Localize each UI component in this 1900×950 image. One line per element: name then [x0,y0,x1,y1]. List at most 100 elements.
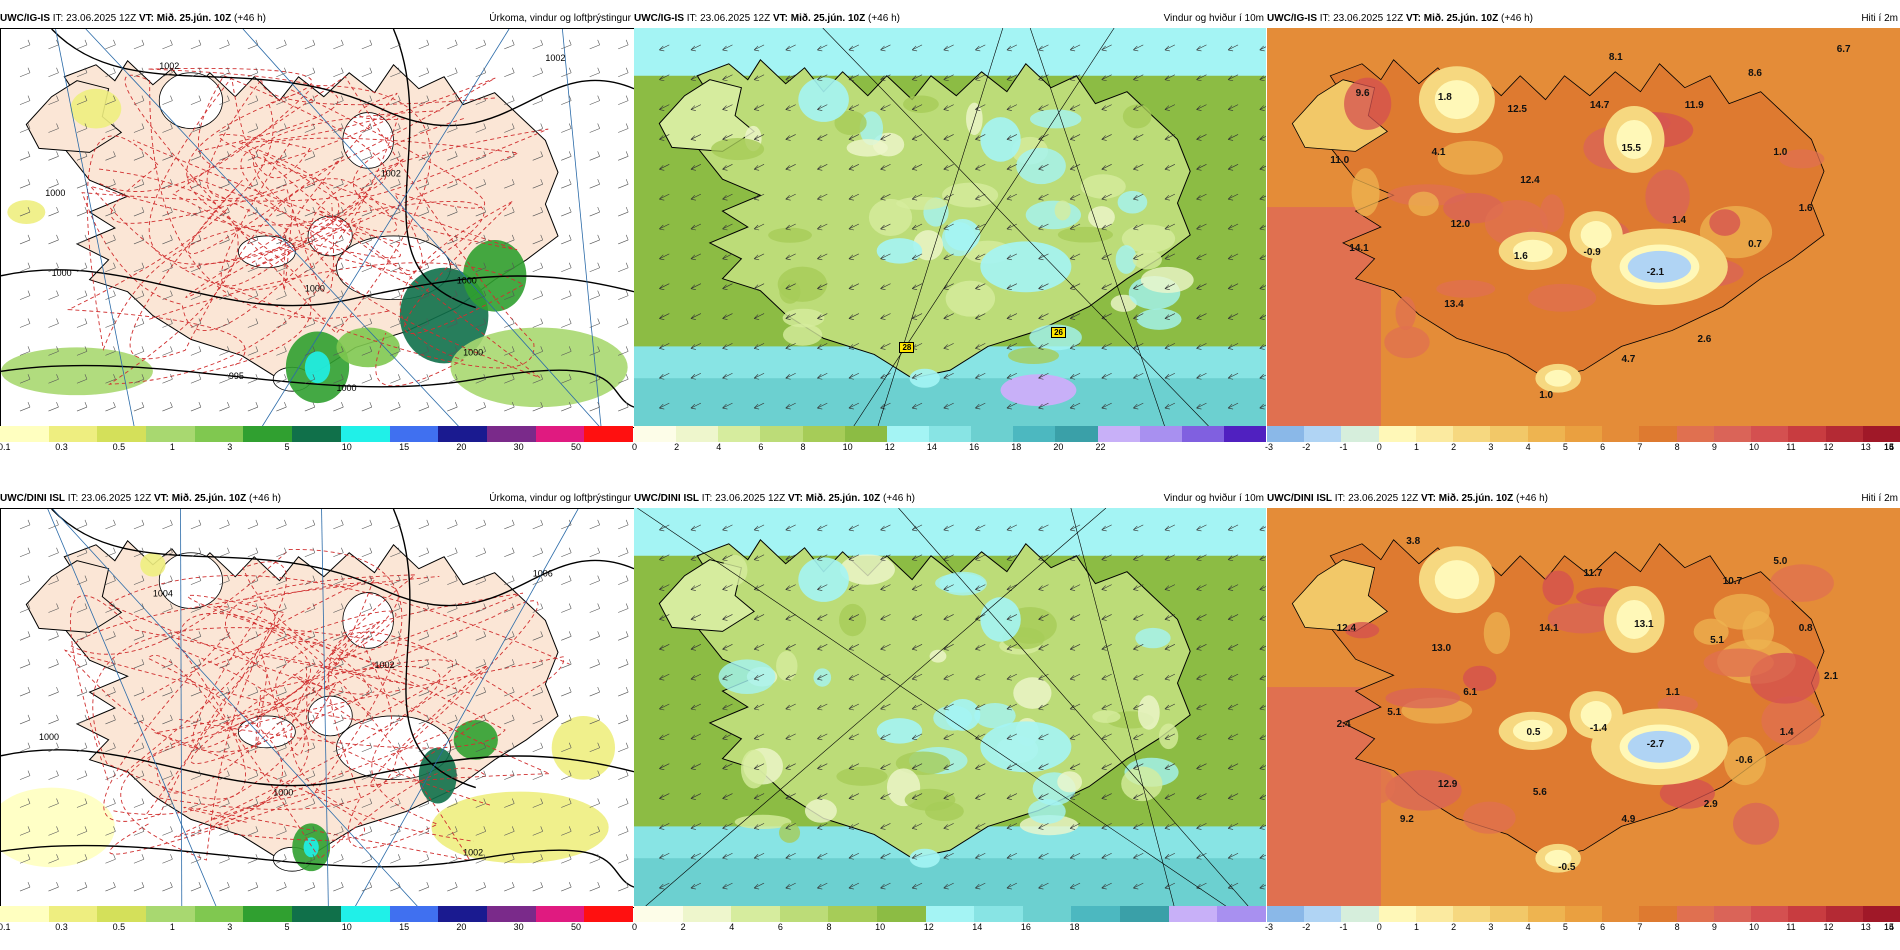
lead-time: (+46 h) [249,493,281,504]
colorbar-tick: 9 [1711,442,1717,452]
colorbar-tick: 8 [800,442,806,452]
colorbar-swatch [1267,426,1305,442]
colorbar-tick: 10 [842,442,853,452]
colorbar-tick: 6 [1600,922,1606,932]
colorbar-tick: 3 [227,922,233,932]
temperature-value: 12.4 [1520,175,1540,187]
colorbar-tick: 22 [1095,442,1106,452]
colorbar-tick: -2 [1302,442,1311,452]
colorbar-swatch [292,906,341,922]
colorbar-swatch [676,426,719,442]
colorbar-swatch [1415,906,1454,922]
colorbar-tick: 12 [884,442,895,452]
map-wind: 28 26 [634,28,1266,426]
colorbar-swatch [1490,906,1528,922]
isobar-label: 1002 [159,61,179,71]
colorbar-swatch [1564,906,1603,922]
colorbar-tick: 2 [674,442,680,452]
isobar-label: 1000 [273,788,293,798]
colorbar-swatch [1013,426,1056,442]
colorbar-tick: 1 [1413,922,1419,932]
model-name: UWC/IG-IS [0,13,50,24]
colorbar-tick: 0 [1376,442,1382,452]
temperature-value: 2.9 [1703,798,1718,810]
colorbar-tick: 10 [341,922,352,932]
isobar-label: 1000 [305,284,325,294]
colorbar-swatch [1788,426,1826,442]
vt-label: VT: [1405,13,1421,24]
temperature-value: 12.5 [1507,103,1527,115]
panel-header: UWC/IG-IS IT: 23.06.2025 12Z VT: Mið. 25… [634,10,1266,28]
colorbar-tick: 5 [1562,442,1568,452]
colorbar-swatch [682,906,732,922]
it-label: IT: [1319,13,1331,24]
colorbar-swatch [48,906,98,922]
temperature-value: 13.4 [1444,298,1464,310]
colorbar-tick: 0.1 [0,442,11,452]
temperature-value: 1.0 [1773,147,1788,159]
colorbar-tick: 3 [227,442,233,452]
colorbar-swatch [1223,426,1267,442]
init-time: 23.06.2025 12Z [1333,13,1404,24]
colorbar-swatch [634,426,677,442]
colorbar-swatch [802,426,845,442]
colorbar-tick: -3 [1265,442,1274,452]
isobar-label: 1002 [374,660,394,670]
colorbar-swatch [194,426,244,442]
colorbar-tick: 0 [632,442,638,452]
init-time: 23.06.2025 12Z [1348,493,1419,504]
isobar-label: 1002 [463,847,483,857]
temperature-value: -0.6 [1735,754,1753,766]
valid-time: Mið. 25.jún. 10Z [1438,493,1514,504]
colorbar-labels: -3 -2 -1 0 1 2 3 4 5 6 7 8 9 10 11 12 13 14 15 16 [1265,442,1900,454]
lead-time: (+46 h) [883,493,915,504]
colorbar-tick: 20 [456,922,467,932]
colorbar-tick: 12 [923,922,934,932]
temperature-value: 6.1 [1463,687,1478,699]
temperature-value: 14.7 [1589,99,1610,111]
temperature-value: 15.5 [1621,143,1641,155]
temperature-value: 12.4 [1336,623,1357,635]
temperature-value: 5.0 [1773,555,1788,567]
it-label: IT: [1334,493,1346,504]
colorbar-tick: 11 [1786,442,1796,452]
colorbar-swatch [340,906,390,922]
map-panel-precip: UWC/IG-IS IT: 23.06.2025 12Z VT: Mið. 25… [0,10,635,456]
colorbar-labels: 0 2 4 6 8 10 12 14 16 18 20 22 [632,442,1266,454]
colorbar-tick: 13 [1860,922,1871,932]
temperature-value: 1.4 [1779,726,1794,738]
colorbar-tick: 18 [1011,442,1022,452]
colorbar-tick: 12 [1823,922,1834,932]
temperature-value: 0.7 [1748,238,1762,250]
temperature-value: 1.8 [1437,91,1452,103]
colorbar-swatch [634,906,683,922]
model-name: UWC/DINI ISL [634,493,699,504]
colorbar-swatch [1862,906,1900,922]
valid-time: Mið. 25.jún. 10Z [1423,13,1499,24]
colorbar-tick: 20 [456,442,467,452]
colorbar-tick: 5 [284,922,290,932]
colorbar-swatch [1055,426,1098,442]
map-panel-temp: UWC/IG-IS IT: 23.06.2025 12Z VT: Mið. 25… [1265,10,1900,456]
colorbar-tick: 13 [1860,442,1871,452]
colorbar-tick: -1 [1339,922,1348,932]
colorbar-tick: 14 [1884,442,1895,452]
model-name: UWC/IG-IS [634,13,684,24]
colorbar-swatch [1341,906,1379,922]
colorbar-tick: 6 [1600,442,1606,452]
temperature-value: 0.8 [1798,623,1813,635]
colorbar-tick: 7 [1637,442,1643,452]
temperature-value: -2.7 [1646,738,1665,750]
init-time: 23.06.2025 12Z [700,13,771,24]
colorbar-swatch [1378,426,1416,442]
isobar-label: 1000 [336,383,356,393]
temperature-value: 0.5 [1526,726,1541,738]
lead-time: (+46 h) [1501,13,1533,24]
colorbar-tick: 2 [680,922,686,932]
colorbar-swatch [48,426,98,442]
map-precip: 1004 1006 1002 1000 1000 1002 [0,508,635,908]
isobar-label: 1000 [457,276,477,286]
map-temp: 3.8 11.7 5.0 10.7 12.4 14.1 13.1 13.0 5.1 0.8 6.1 2… [1267,508,1900,906]
colorbar-tick: 15 [1884,922,1895,932]
map-panel-temp: UWC/DINI ISL IT: 23.06.2025 12Z VT: Mið.… [1265,490,1900,936]
